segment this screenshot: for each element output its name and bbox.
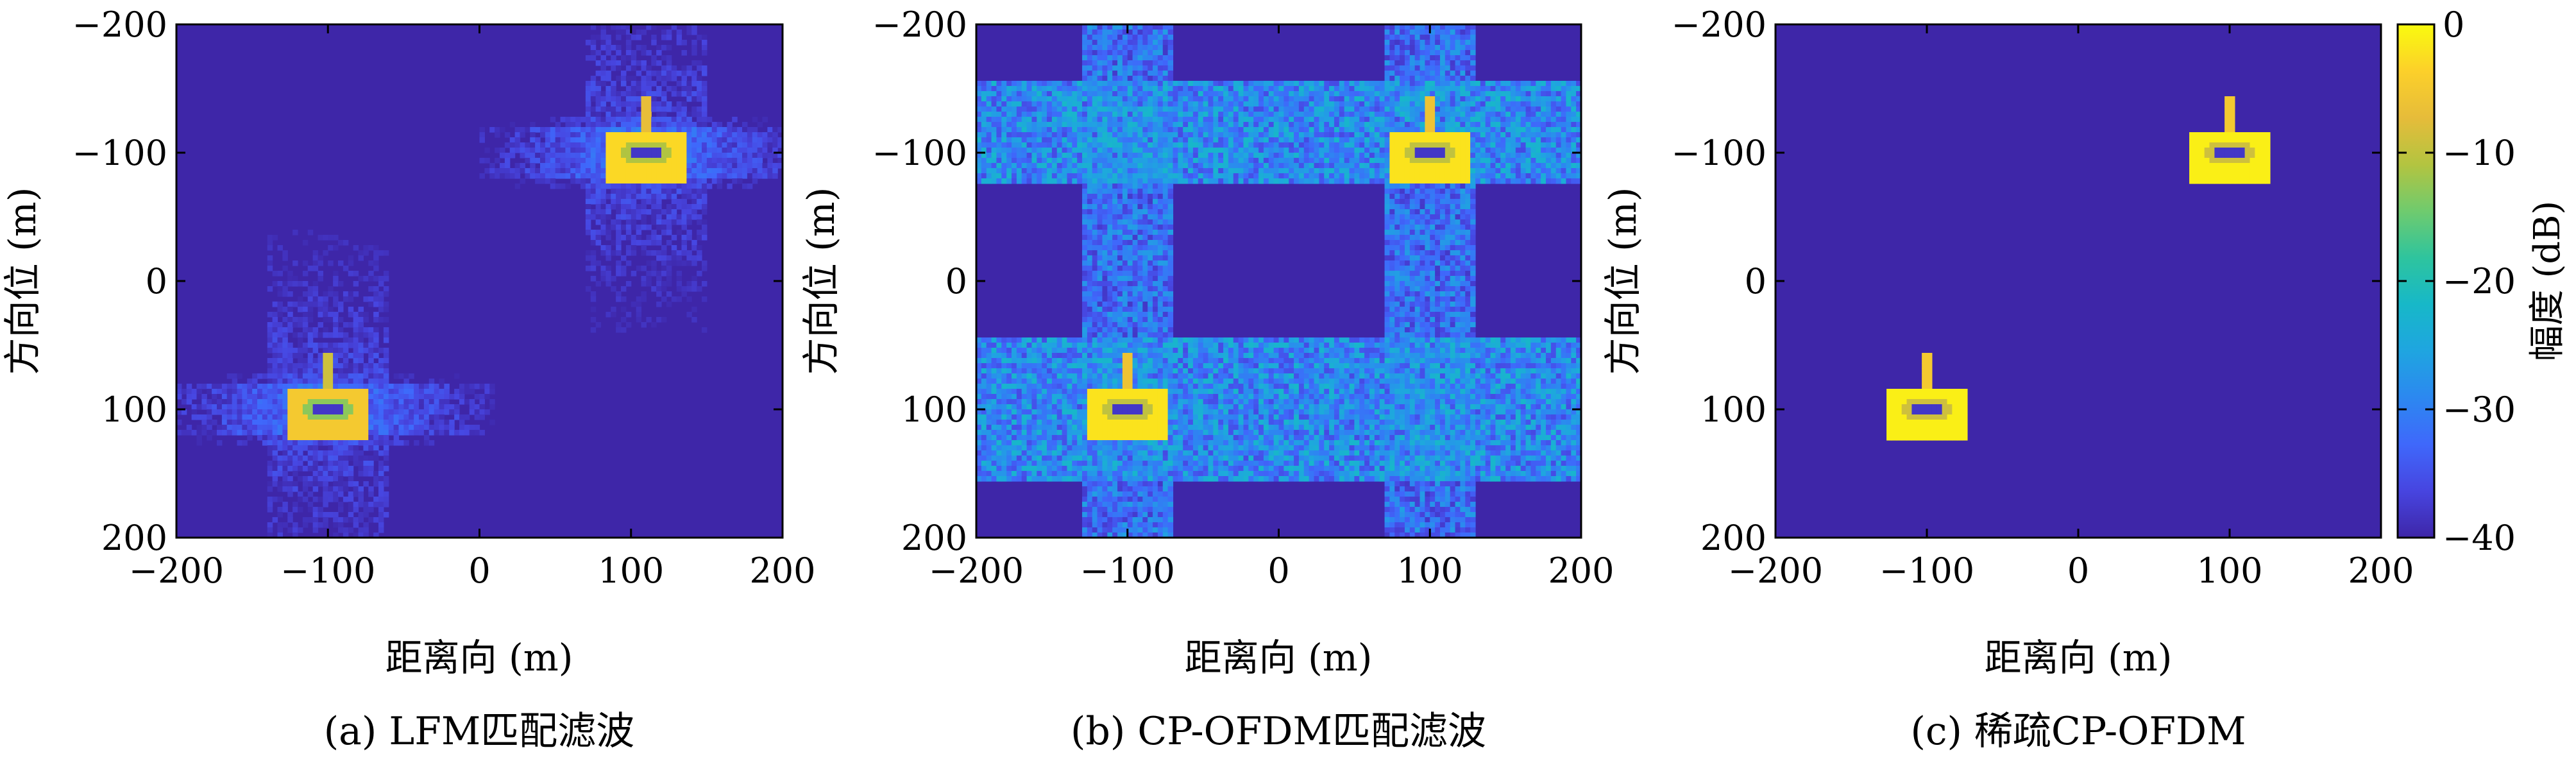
x-tick-label-a: −200 <box>129 550 224 591</box>
x-tick-label-c: 0 <box>2067 550 2089 591</box>
y-tick-label-a: 0 <box>146 261 167 302</box>
x-tick-label-c: 100 <box>2196 550 2262 591</box>
y-ticks-c: −200 −100 0 100 200 <box>1672 4 2381 558</box>
x-tick-label-a: −100 <box>280 550 375 591</box>
x-tick-label-b: −200 <box>929 550 1024 591</box>
colorbar-tick-label: −40 <box>2443 518 2516 558</box>
y-axis-label-a: 方向位 (m) <box>1 187 44 375</box>
x-axis-label-b: 距离向 (m) <box>1185 636 1373 679</box>
y-ticks-a: −200 −100 0 100 200 <box>72 4 783 558</box>
y-tick-label-a: 100 <box>101 389 167 430</box>
x-tick-label-b: 100 <box>1397 550 1463 591</box>
colorbar-tick-label: −20 <box>2443 261 2516 302</box>
y-tick-label-a: −200 <box>72 4 167 45</box>
y-axis-label-c: 方向位 (m) <box>1601 187 1645 375</box>
x-tick-label-c: −100 <box>1879 550 1974 591</box>
caption-c: (c) 稀疏CP-OFDM <box>1910 709 2246 754</box>
x-axis-label-a: 距离向 (m) <box>386 636 573 679</box>
y-tick-label-a: 200 <box>101 518 167 558</box>
colorbar-tick-label: −30 <box>2443 389 2516 430</box>
heatmap-b <box>976 24 1582 538</box>
x-tick-label-c: 200 <box>2348 550 2414 591</box>
y-tick-label-a: −100 <box>72 133 167 173</box>
x-ticks-b: −200 −100 0 100 200 <box>929 24 1614 591</box>
caption-b: (b) CP-OFDM匹配滤波 <box>1071 709 1486 754</box>
y-tick-label-b: 100 <box>901 389 967 430</box>
y-tick-label-b: −200 <box>872 4 967 45</box>
colorbar: 0 −10 −20 −30 −40 幅度 (dB) <box>2396 4 2568 558</box>
x-ticks-c: −200 −100 0 100 200 <box>1728 24 2414 591</box>
x-tick-label-c: −200 <box>1728 550 1823 591</box>
x-tick-label-b: −100 <box>1080 550 1175 591</box>
caption-a: (a) LFM匹配滤波 <box>324 709 635 754</box>
x-tick-label-b: 200 <box>1548 550 1614 591</box>
x-tick-label-b: 0 <box>1267 550 1289 591</box>
y-tick-label-c: −200 <box>1672 4 1767 45</box>
colorbar-label: 幅度 (dB) <box>2527 201 2568 362</box>
y-tick-label-b: −100 <box>872 133 967 173</box>
x-tick-label-a: 0 <box>468 550 490 591</box>
y-tick-label-c: 0 <box>1745 261 1767 302</box>
y-tick-label-c: 100 <box>1700 389 1767 430</box>
colorbar-tick-label: −10 <box>2443 133 2516 173</box>
y-tick-label-c: 200 <box>1700 518 1767 558</box>
heatmap-c <box>1775 24 2381 538</box>
x-tick-label-a: 200 <box>749 550 815 591</box>
x-ticks-a: −200 −100 0 100 200 <box>129 24 816 591</box>
colorbar-ticks: 0 −10 −20 −30 −40 <box>2398 4 2516 558</box>
y-tick-label-c: −100 <box>1672 133 1767 173</box>
colorbar-tick-label: 0 <box>2443 4 2464 45</box>
x-tick-label-a: 100 <box>598 550 664 591</box>
y-axis-label-b: 方向位 (m) <box>799 187 843 375</box>
y-ticks-b: −200 −100 0 100 200 <box>872 4 1581 558</box>
y-tick-label-b: 0 <box>945 261 967 302</box>
heatmap-a <box>176 24 783 538</box>
x-axis-label-c: 距离向 (m) <box>1985 636 2173 679</box>
y-tick-label-b: 200 <box>901 518 967 558</box>
